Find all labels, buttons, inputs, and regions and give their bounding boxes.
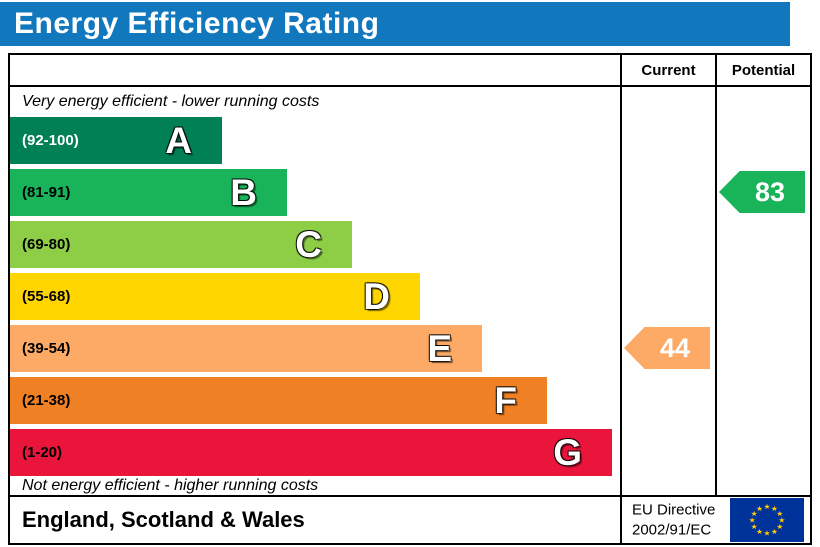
band-row-e: (39-54) E <box>10 325 482 372</box>
band-letter-d: D <box>363 276 390 317</box>
svg-text:★: ★ <box>771 527 778 535</box>
svg-text:★: ★ <box>751 509 758 517</box>
band-letter-g: G <box>553 432 582 473</box>
svg-text:★: ★ <box>756 527 763 535</box>
svg-text:★: ★ <box>778 516 785 524</box>
band-letter-a: A <box>165 120 192 161</box>
svg-text:★: ★ <box>756 504 763 512</box>
svg-text:★: ★ <box>763 503 770 511</box>
band-row-g: (1-20) G <box>10 429 612 476</box>
band-row-b: (81-91) B <box>10 169 287 216</box>
current-column-header: Current <box>641 61 696 79</box>
potential-rating-pointer: 83 <box>719 171 805 213</box>
band-letter-f: F <box>494 380 517 421</box>
band-range-g: (1-20) <box>22 444 63 461</box>
footer-divider <box>620 497 622 543</box>
top-note: Very energy efficient - lower running co… <box>22 93 320 110</box>
band-row-d: (55-68) D <box>10 273 420 320</box>
band-range-a: (92-100) <box>22 132 79 149</box>
svg-text:★: ★ <box>776 522 783 530</box>
band-row-c: (69-80) C <box>10 221 352 268</box>
band-range-e: (39-54) <box>22 340 71 357</box>
svg-text:★: ★ <box>771 504 778 512</box>
eu-directive-line1: EU Directive <box>632 501 716 519</box>
title-bar: Energy Efficiency Rating <box>0 2 790 46</box>
eu-directive-label: EU Directive 2002/91/EC <box>632 501 715 540</box>
band-row-a: (92-100) A <box>10 117 222 164</box>
current-rating-value: 44 <box>659 332 691 363</box>
footer-bar: England, Scotland & Wales EU Directive 2… <box>8 495 812 545</box>
band-range-f: (21-38) <box>22 392 71 409</box>
bottom-note: Not energy efficient - higher running co… <box>22 477 319 494</box>
current-column-divider <box>620 55 622 495</box>
band-range-c: (69-80) <box>22 236 71 253</box>
band-row-f: (21-38) F <box>10 377 547 424</box>
band-letter-e: E <box>427 328 452 369</box>
region-label: England, Scotland & Wales <box>22 507 305 532</box>
band-letter-b: B <box>230 172 257 213</box>
rating-chart: Current Potential Very energy efficient … <box>8 53 812 497</box>
band-range-d: (55-68) <box>22 288 71 305</box>
page-title: Energy Efficiency Rating <box>14 7 380 40</box>
svg-text:★: ★ <box>751 522 758 530</box>
band-range-b: (81-91) <box>22 184 71 201</box>
potential-column-header: Potential <box>731 61 796 79</box>
header-divider-line <box>10 85 810 87</box>
eu-flag-icon: ★ ★ ★ ★ ★ ★ ★ ★ ★ ★ ★ ★ <box>730 498 804 542</box>
svg-text:★: ★ <box>749 516 756 524</box>
potential-rating-value: 83 <box>754 176 786 207</box>
current-rating-pointer: 44 <box>624 327 710 369</box>
potential-column-divider <box>715 55 717 495</box>
svg-text:★: ★ <box>763 529 770 537</box>
eu-directive-line2: 2002/91/EC <box>632 521 712 538</box>
band-letter-c: C <box>295 224 322 265</box>
svg-text:★: ★ <box>776 509 783 517</box>
